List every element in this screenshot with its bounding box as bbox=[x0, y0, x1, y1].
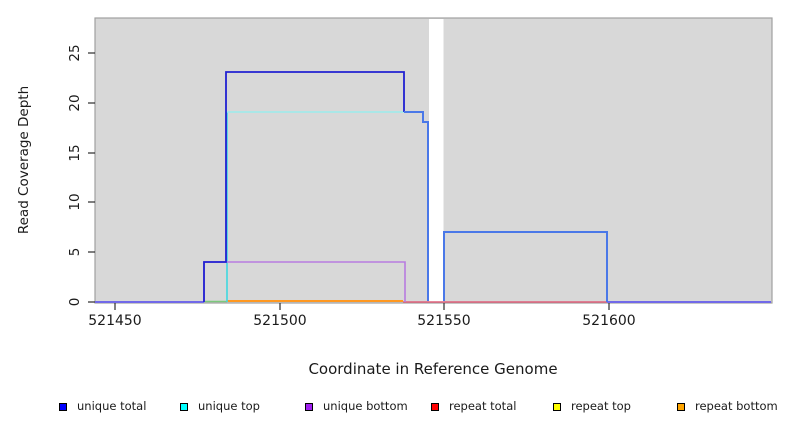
legend-label: unique top bbox=[198, 399, 260, 413]
legend-swatch-unique-bottom bbox=[305, 403, 313, 411]
unique-total-step-line bbox=[203, 71, 405, 302]
y-tick-label: 25 bbox=[67, 44, 83, 62]
legend-swatch-unique-top bbox=[180, 403, 188, 411]
legend-swatch-unique-total bbox=[59, 403, 67, 411]
legend-swatch-repeat-total bbox=[431, 403, 439, 411]
y-tick-label: 15 bbox=[67, 144, 83, 162]
legend-label: repeat bottom bbox=[695, 399, 778, 413]
legend-label: unique bottom bbox=[323, 399, 408, 413]
y-axis-title: Read Coverage Depth bbox=[16, 85, 32, 235]
y-tick-label: 20 bbox=[67, 94, 83, 112]
y-tick-label: 0 bbox=[67, 297, 83, 307]
legend-label: unique total bbox=[77, 399, 147, 413]
y-tick-label: 5 bbox=[67, 247, 83, 257]
x-axis-title: Coordinate in Reference Genome bbox=[308, 360, 558, 378]
x-tick-label: 521600 bbox=[582, 313, 636, 329]
x-tick-label: 521500 bbox=[253, 313, 307, 329]
y-tick-label: 10 bbox=[67, 193, 83, 211]
x-tick-label: 521450 bbox=[88, 313, 142, 329]
legend-swatch-repeat-top bbox=[553, 403, 561, 411]
legend-label: repeat total bbox=[449, 399, 517, 413]
merged-total-top-b-line bbox=[443, 231, 608, 302]
no-data-band bbox=[429, 19, 444, 302]
legend-swatch-repeat-bottom bbox=[677, 403, 685, 411]
x-tick-label: 521550 bbox=[417, 313, 471, 329]
legend-label: repeat top bbox=[571, 399, 631, 413]
merged-total-top-a-line bbox=[404, 111, 429, 301]
